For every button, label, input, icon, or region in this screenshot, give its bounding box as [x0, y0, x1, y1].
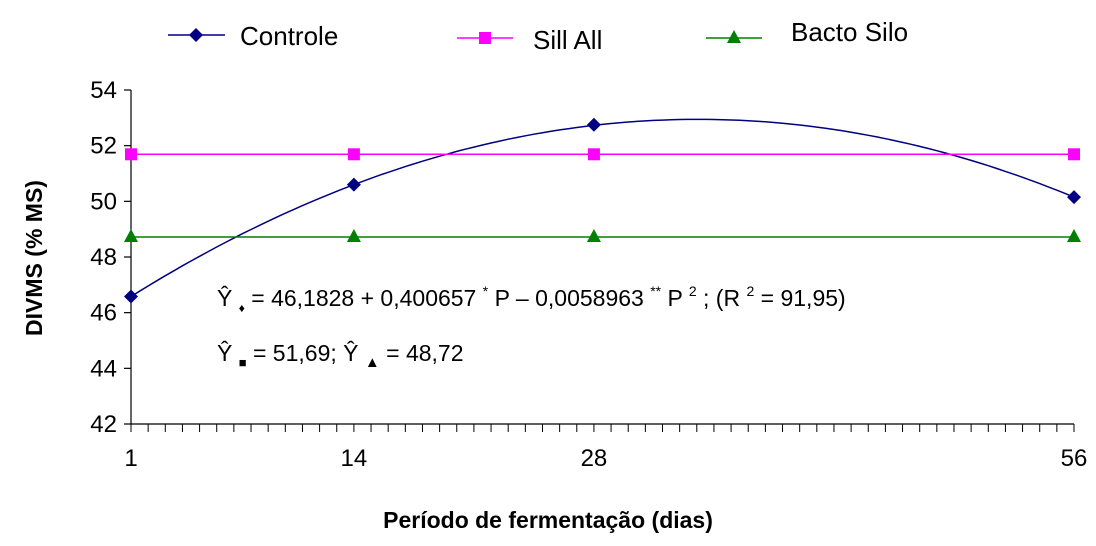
point-bacto-silo [1067, 228, 1081, 242]
eq2-yhat2: Ŷ [343, 340, 358, 366]
point-controle [586, 117, 601, 132]
x-axis-title: Período de fermentação (dias) [383, 507, 713, 533]
x-tick-label: 14 [341, 445, 368, 472]
legend-marker-triangle [727, 30, 741, 43]
axes: 42 44 46 48 50 52 54 1 14 28 56 [90, 77, 1087, 472]
eq1-sup4: 2 [746, 283, 754, 299]
eq1-sup2: ** [650, 283, 661, 299]
eq2-marker2: ▲ [365, 354, 380, 371]
eq2-marker1: ■ [239, 355, 247, 370]
point-bacto-silo [346, 228, 361, 242]
series-layer [124, 117, 1081, 304]
y-axis-title: DIVMS (% MS) [21, 180, 47, 336]
eq1-part4: ; (R [703, 285, 740, 311]
eq2-yhat1: Ŷ [217, 340, 232, 366]
point-sill-all [347, 148, 360, 161]
equation-controle: Ŷ ♦ = 46,1828 + 0,400657 * P – 0,0058963… [217, 275, 846, 317]
point-sill-all [1068, 148, 1080, 161]
y-tick-label: 44 [90, 355, 117, 382]
y-tick-label: 48 [90, 244, 117, 271]
point-controle [1067, 190, 1081, 205]
point-bacto-silo [124, 228, 138, 242]
legend-item-bacto-silo: Bacto Silo [706, 17, 908, 47]
legend: Controle Sill All Bacto Silo [168, 17, 908, 55]
point-controle [124, 289, 138, 304]
eq2-part1: = 51,69; [253, 340, 343, 366]
legend-label-controle: Controle [240, 21, 338, 51]
eq1-yhat: Ŷ [217, 285, 232, 311]
y-tick-label: 52 [90, 133, 117, 160]
equation-additives: Ŷ ■ = 51,69; Ŷ ▲ = 48,72 [217, 340, 464, 372]
legend-item-sill-all: Sill All [457, 25, 602, 55]
y-tick-label: 42 [90, 411, 117, 438]
eq1-part3: P [668, 285, 683, 311]
x-tick-label: 28 [581, 445, 608, 472]
eq2-part2: = 48,72 [386, 340, 463, 366]
legend-label-bacto-silo: Bacto Silo [791, 17, 908, 47]
point-sill-all [125, 148, 137, 161]
point-bacto-silo [586, 228, 601, 242]
eq1-marker: ♦ [239, 301, 245, 315]
legend-label-sill-all: Sill All [533, 25, 602, 55]
legend-marker-diamond [189, 28, 203, 42]
x-tick-label: 56 [1061, 445, 1088, 472]
eq1-sup3: 2 [689, 283, 697, 299]
legend-item-controle: Controle [168, 21, 338, 51]
y-tick-label: 46 [90, 300, 117, 327]
y-tick-label: 54 [90, 77, 117, 104]
y-tick-label: 50 [90, 188, 117, 215]
eq1-part5: = 91,95) [761, 285, 846, 311]
eq1-part1: = 46,1828 + 0,400657 [251, 285, 483, 311]
series-line-controle [130, 118, 1075, 298]
legend-marker-square [479, 32, 491, 44]
eq1-sup1: * [483, 283, 489, 299]
eq1-part2: P – 0,0058963 [495, 285, 651, 311]
point-controle [346, 177, 361, 192]
x-tick-label: 1 [124, 445, 137, 472]
point-sill-all [587, 148, 600, 161]
